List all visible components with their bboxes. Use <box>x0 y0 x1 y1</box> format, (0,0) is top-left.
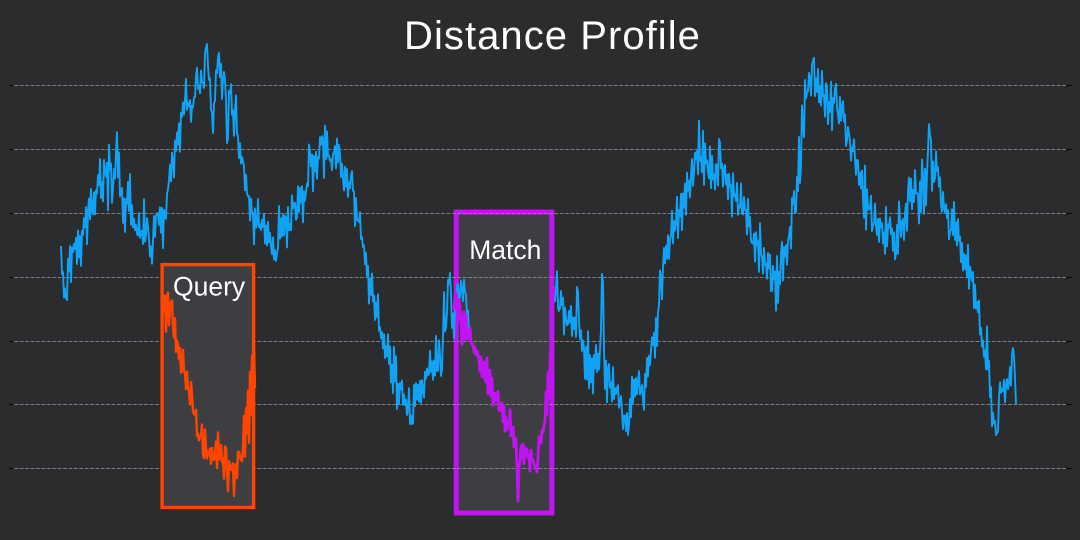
svg-text:Match: Match <box>469 235 541 265</box>
svg-text:Distance Profile: Distance Profile <box>404 14 701 58</box>
svg-text:Query: Query <box>173 271 246 301</box>
